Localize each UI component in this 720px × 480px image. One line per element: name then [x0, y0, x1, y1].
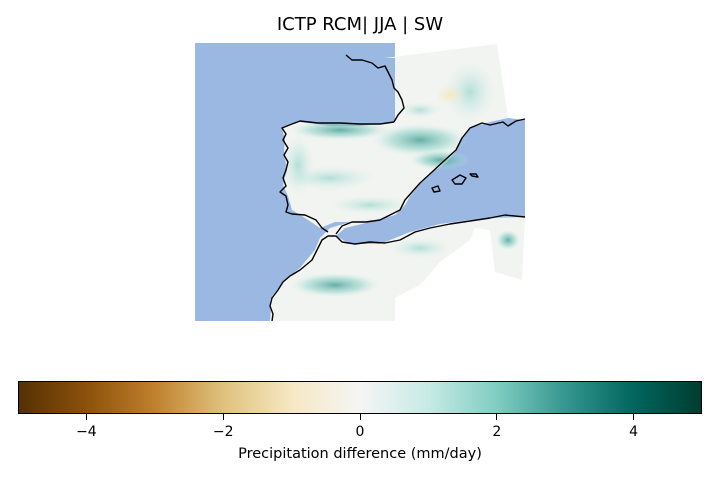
anomaly-france-dry [436, 85, 464, 105]
colorbar-tick [85, 414, 87, 420]
coastlines [269, 54, 526, 322]
colorbar-tick-label: −2 [212, 424, 234, 440]
anomaly-massif-central [445, 62, 495, 122]
colorbar-frame [18, 381, 702, 414]
mediterranean-sea [336, 118, 525, 244]
coastline-france-atlantic [345, 54, 405, 123]
map-title: ICTP RCM| JJA | SW [276, 14, 444, 35]
precip-anomaly-field [282, 62, 520, 297]
coastline-ibiza [431, 185, 441, 193]
colorbar-tick-label: −4 [76, 424, 97, 440]
anomaly-betic [330, 196, 410, 214]
anomaly-portugal [282, 135, 314, 195]
colorbar [18, 381, 702, 414]
coastline-iberia-south [335, 118, 526, 235]
coastline-mallorca [451, 174, 467, 185]
anomaly-pyrenees [372, 124, 468, 156]
colorbar-tick-label: 2 [492, 424, 502, 440]
anomaly-atlas-east [390, 238, 450, 258]
colorbar-tick [359, 414, 361, 420]
anomaly-atlas [290, 273, 380, 297]
coastline-menorca [469, 173, 479, 178]
colorbar-label: Precipitation difference (mm/day) [238, 446, 482, 462]
colorbar-tick [222, 414, 224, 420]
colorbar-tick [633, 414, 635, 420]
colorbar-tick-label: 4 [629, 424, 639, 440]
coastline-iberia-north [279, 120, 395, 233]
colorbar-tick [496, 414, 498, 420]
coastline-africa [269, 214, 526, 322]
anomaly-iberian-range [410, 150, 470, 170]
anomaly-aquitaine [400, 102, 440, 118]
colorbar-tick-label: 0 [355, 424, 365, 440]
colorbar-fill [18, 381, 702, 414]
anomaly-cantabria [290, 120, 390, 140]
anomaly-algeria [496, 230, 520, 250]
